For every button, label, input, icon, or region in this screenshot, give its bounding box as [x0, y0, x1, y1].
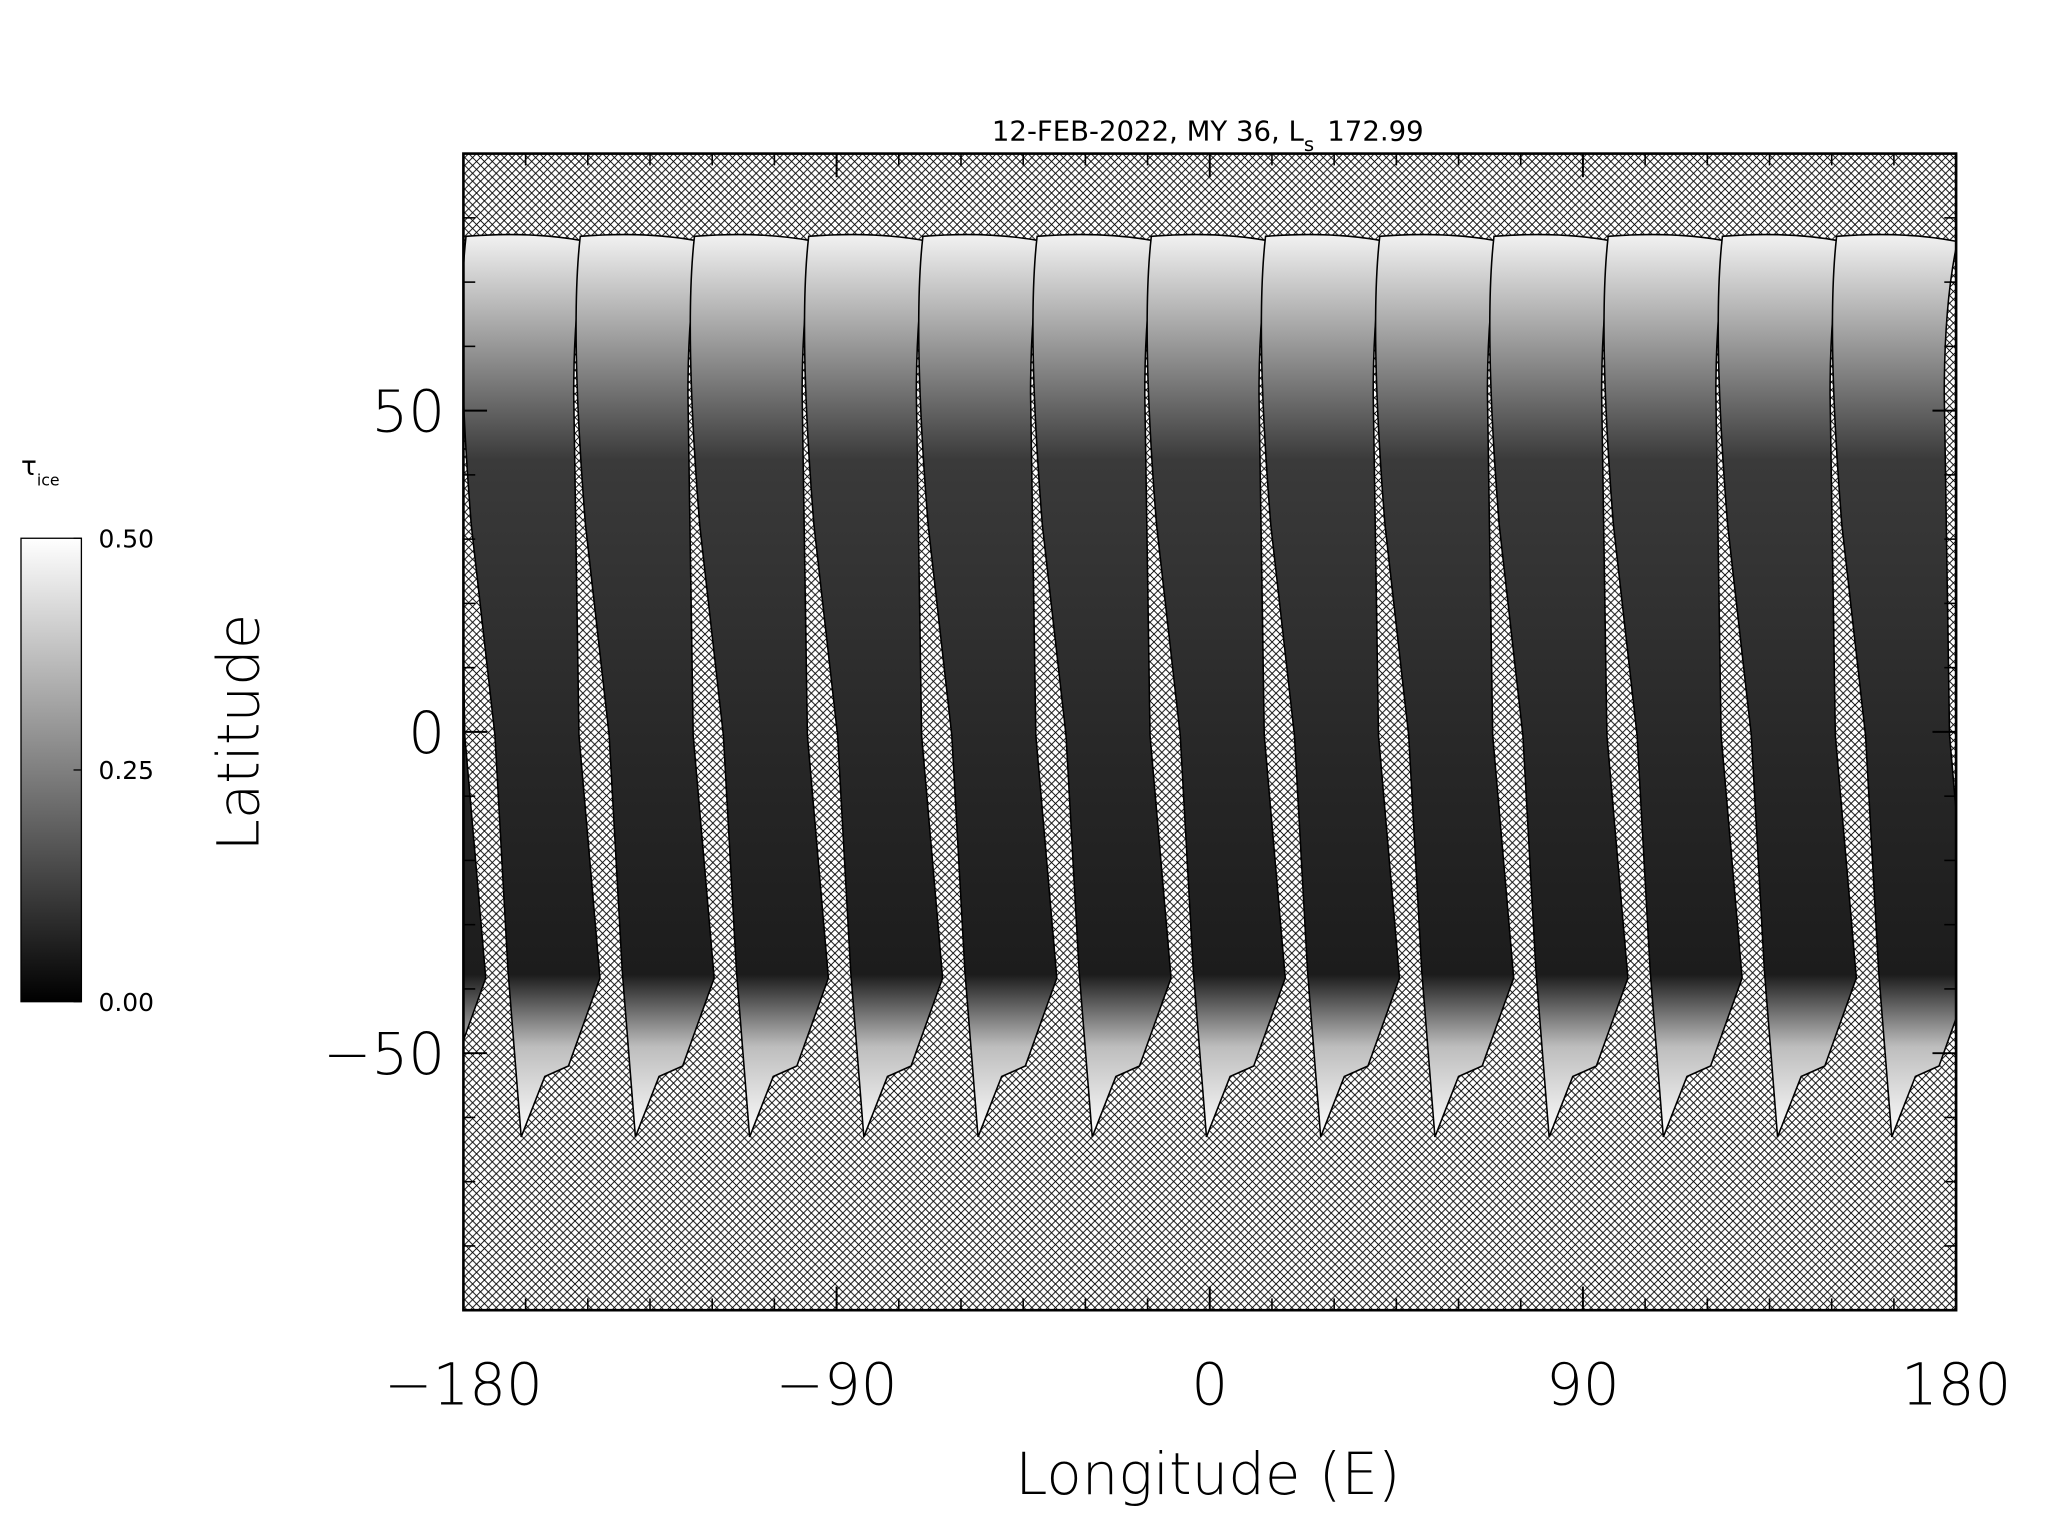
x-axis-label: Longitude (E): [1015, 1440, 1400, 1508]
swath: [1831, 233, 1957, 1138]
swath: [1603, 233, 1743, 1138]
colorbar-tick-label: 0.25: [98, 756, 154, 785]
title-text: 12-FEB-2022, MY 36, L: [992, 115, 1305, 147]
colorbar-tick-label: 0.00: [98, 988, 154, 1017]
x-tick-label: −180: [384, 1351, 543, 1419]
title-suffix: 172.99: [1327, 115, 1423, 147]
x-tick-label: −90: [776, 1351, 898, 1419]
colorbar-tick-label: 0.50: [98, 524, 154, 553]
swath: [575, 233, 715, 1138]
swath: [1374, 233, 1515, 1138]
title-subscript: s: [1304, 133, 1314, 156]
swath: [463, 233, 601, 1138]
swaths: [463, 233, 1957, 1138]
plot-area: [463, 153, 1957, 1311]
colorbar: [20, 537, 83, 1003]
swath: [1260, 233, 1401, 1138]
swath: [1717, 233, 1858, 1138]
y-axis-label: Latitude: [205, 614, 273, 852]
colorbar-label: τice: [21, 452, 60, 490]
colorbar-label-text: τ: [21, 452, 37, 482]
swath: [803, 233, 944, 1138]
y-tick-label: −50: [323, 1020, 445, 1088]
x-tick-label: 0: [1191, 1351, 1228, 1419]
swath: [463, 239, 487, 1043]
y-tick-label: 50: [372, 378, 446, 446]
swath: [1032, 233, 1172, 1138]
chart-title: 12-FEB-2022, MY 36, Ls 172.99: [992, 115, 1424, 156]
swath: [1489, 233, 1629, 1138]
y-tick-label: 0: [408, 699, 445, 767]
x-tick-label: 180: [1901, 1351, 2011, 1419]
swath: [1146, 233, 1287, 1138]
colorbar-label-subscript: ice: [37, 471, 60, 490]
swath: [689, 233, 830, 1138]
swath: [917, 233, 1058, 1138]
x-tick-label: 90: [1546, 1351, 1620, 1419]
